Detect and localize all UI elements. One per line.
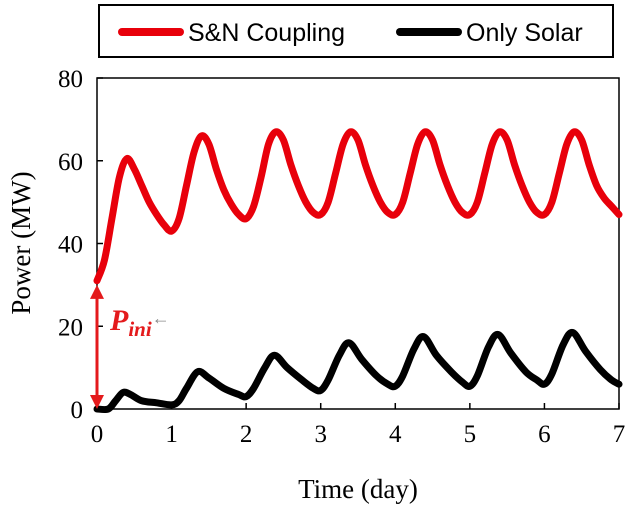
annotation-arrow-head-down: [90, 395, 104, 409]
annotation-label: Pini←: [109, 304, 170, 341]
legend-box: [98, 4, 614, 58]
x-tick-label: 4: [389, 421, 402, 448]
y-tick-label: 40: [58, 232, 83, 259]
legend: S&N Coupling Only Solar: [98, 4, 614, 58]
series-line-0: [93, 128, 623, 285]
x-tick-label: 3: [314, 421, 327, 448]
annotation-label-suffix: ←: [152, 308, 170, 328]
series-layer: [93, 128, 623, 414]
y-tick-label: 0: [71, 397, 84, 424]
annotation-label-subscript: ini: [128, 317, 152, 341]
x-tick-label: 5: [464, 421, 477, 448]
annotation-label-main: P: [109, 304, 129, 337]
x-tick-label: 0: [91, 421, 104, 448]
x-tick-label: 1: [165, 421, 178, 448]
y-axis-title: Power (MW): [6, 171, 36, 314]
y-tick-label: 60: [58, 149, 83, 176]
annotation-arrow-head-up: [90, 284, 104, 299]
y-tick-label: 20: [58, 314, 83, 341]
legend-label-series-1: Only Solar: [466, 19, 583, 47]
x-tick-label: 7: [613, 421, 626, 448]
x-tick-label: 6: [538, 421, 551, 448]
x-axis-title: Time (day): [298, 474, 418, 504]
annotation-p-ini: Pini←: [90, 284, 170, 409]
series-line-1: [93, 328, 623, 414]
y-tick-label: 80: [58, 66, 83, 93]
x-tick-label: 2: [240, 421, 253, 448]
x-axis: 0 1 2 3 4 5 6 7: [91, 403, 626, 448]
legend-label-series-0: S&N Coupling: [188, 19, 345, 47]
y-axis: 0 20 40 60 80: [58, 66, 103, 424]
